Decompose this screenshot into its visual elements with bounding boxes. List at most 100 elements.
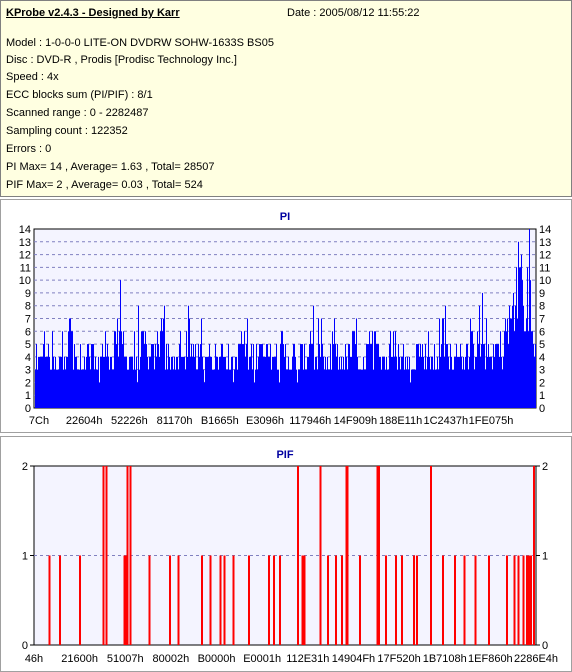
pif-x-tick: 2286E4h bbox=[514, 653, 558, 665]
pif-summary-line: PIF Max= 2 , Average= 0.03 , Total= 524 bbox=[6, 179, 203, 191]
pi-bar bbox=[419, 356, 420, 408]
pi-bar bbox=[308, 356, 309, 408]
pi-bar bbox=[103, 356, 104, 408]
pi-bar bbox=[242, 344, 243, 408]
pi-bar bbox=[209, 344, 210, 408]
pif-bar bbox=[530, 555, 532, 645]
pi-bar bbox=[50, 369, 51, 408]
pi-bar bbox=[483, 344, 484, 408]
pi-chart-panel: PI 0 0 1 1 2 2 3 3 4 4 5 5 6 6 7 7 8 8 9 9 10 10 11 11 12 12 13 13 14… bbox=[0, 199, 572, 433]
pi-y-tick-left: 13 bbox=[19, 237, 31, 249]
pi-bar bbox=[219, 356, 220, 408]
pi-bar bbox=[515, 305, 516, 408]
pi-bar bbox=[512, 305, 513, 408]
pi-bar bbox=[375, 331, 376, 408]
pif-x-tick: 14904Fh bbox=[332, 653, 375, 665]
pi-bar bbox=[274, 356, 275, 408]
pi-bar bbox=[506, 331, 507, 408]
pi-bar bbox=[89, 356, 90, 408]
pi-bar bbox=[276, 344, 277, 408]
pi-bar bbox=[459, 356, 460, 408]
pi-bar bbox=[283, 344, 284, 408]
pi-y-tick-right: 3 bbox=[539, 365, 545, 377]
pif-y-tick-left: 0 bbox=[22, 640, 28, 652]
pi-bar bbox=[365, 369, 366, 408]
pi-bar bbox=[110, 356, 111, 408]
pi-bar bbox=[63, 369, 64, 408]
pi-bar bbox=[351, 356, 352, 408]
pi-bar bbox=[76, 356, 77, 408]
pi-bar bbox=[126, 356, 127, 408]
speed-line: Speed : 4x bbox=[6, 71, 59, 83]
pi-bar bbox=[394, 356, 395, 408]
pi-bars bbox=[35, 229, 536, 408]
pi-bar bbox=[245, 356, 246, 408]
pif-bar bbox=[169, 555, 171, 645]
pi-bar bbox=[421, 356, 422, 408]
pi-bar bbox=[252, 369, 253, 408]
pi-bar bbox=[234, 369, 235, 408]
pi-x-tick: 1FE075h bbox=[469, 415, 514, 427]
pi-bar bbox=[318, 318, 319, 408]
pi-bar bbox=[169, 356, 170, 408]
pi-bar bbox=[490, 356, 491, 408]
pif-bar bbox=[488, 555, 490, 645]
pi-bar bbox=[427, 356, 428, 408]
pi-bar bbox=[205, 356, 206, 408]
pi-bar bbox=[160, 331, 161, 408]
pi-bar bbox=[162, 331, 163, 408]
pi-bar bbox=[38, 356, 39, 408]
pi-bar bbox=[37, 369, 38, 408]
pi-bar bbox=[248, 369, 249, 408]
pi-bar bbox=[395, 331, 396, 408]
pi-bar bbox=[60, 356, 61, 408]
pif-x-tick: B0000h bbox=[198, 653, 236, 665]
pi-bar bbox=[195, 344, 196, 408]
pi-bar bbox=[96, 369, 97, 408]
pif-bar bbox=[335, 555, 337, 645]
pi-bar bbox=[370, 344, 371, 408]
pi-bar bbox=[171, 356, 172, 408]
pi-bar bbox=[362, 369, 363, 408]
pi-bar bbox=[475, 356, 476, 408]
pi-bar bbox=[417, 344, 418, 408]
pi-bar bbox=[178, 369, 179, 408]
pi-bar bbox=[200, 344, 201, 408]
pi-bar bbox=[244, 331, 245, 408]
pi-bar bbox=[158, 344, 159, 408]
pi-bar bbox=[257, 369, 258, 408]
pi-bar bbox=[424, 369, 425, 408]
pi-bar bbox=[507, 318, 508, 408]
pi-bar bbox=[117, 318, 118, 408]
pif-bar bbox=[126, 466, 129, 645]
pi-bar bbox=[58, 369, 59, 408]
pi-bar bbox=[197, 369, 198, 408]
pi-bar bbox=[130, 356, 131, 408]
pi-bar bbox=[523, 305, 524, 408]
pi-bar bbox=[230, 369, 231, 408]
sampling-count-line: Sampling count : 122352 bbox=[6, 125, 128, 137]
pi-bar bbox=[415, 369, 416, 408]
pi-bar bbox=[300, 344, 301, 408]
pi-bar bbox=[418, 344, 419, 408]
pi-bar bbox=[180, 331, 181, 408]
pi-bar bbox=[358, 369, 359, 408]
pi-bar bbox=[453, 369, 454, 408]
pi-bar bbox=[454, 356, 455, 408]
pi-bar bbox=[332, 331, 333, 408]
pi-bar bbox=[72, 331, 73, 408]
pi-bar bbox=[500, 331, 501, 408]
pi-bar bbox=[215, 344, 216, 408]
pi-bar bbox=[285, 344, 286, 408]
pif-bar bbox=[303, 555, 306, 645]
pi-bar bbox=[52, 331, 53, 408]
pi-bar bbox=[214, 369, 215, 408]
pi-bar bbox=[528, 331, 529, 408]
pi-bar bbox=[210, 356, 211, 408]
pi-x-tick: 117946h bbox=[289, 415, 331, 427]
pi-bar bbox=[393, 331, 394, 408]
pi-bar bbox=[350, 356, 351, 408]
pi-bar bbox=[374, 331, 375, 408]
pi-bar bbox=[268, 356, 269, 408]
pi-bar bbox=[124, 356, 125, 408]
